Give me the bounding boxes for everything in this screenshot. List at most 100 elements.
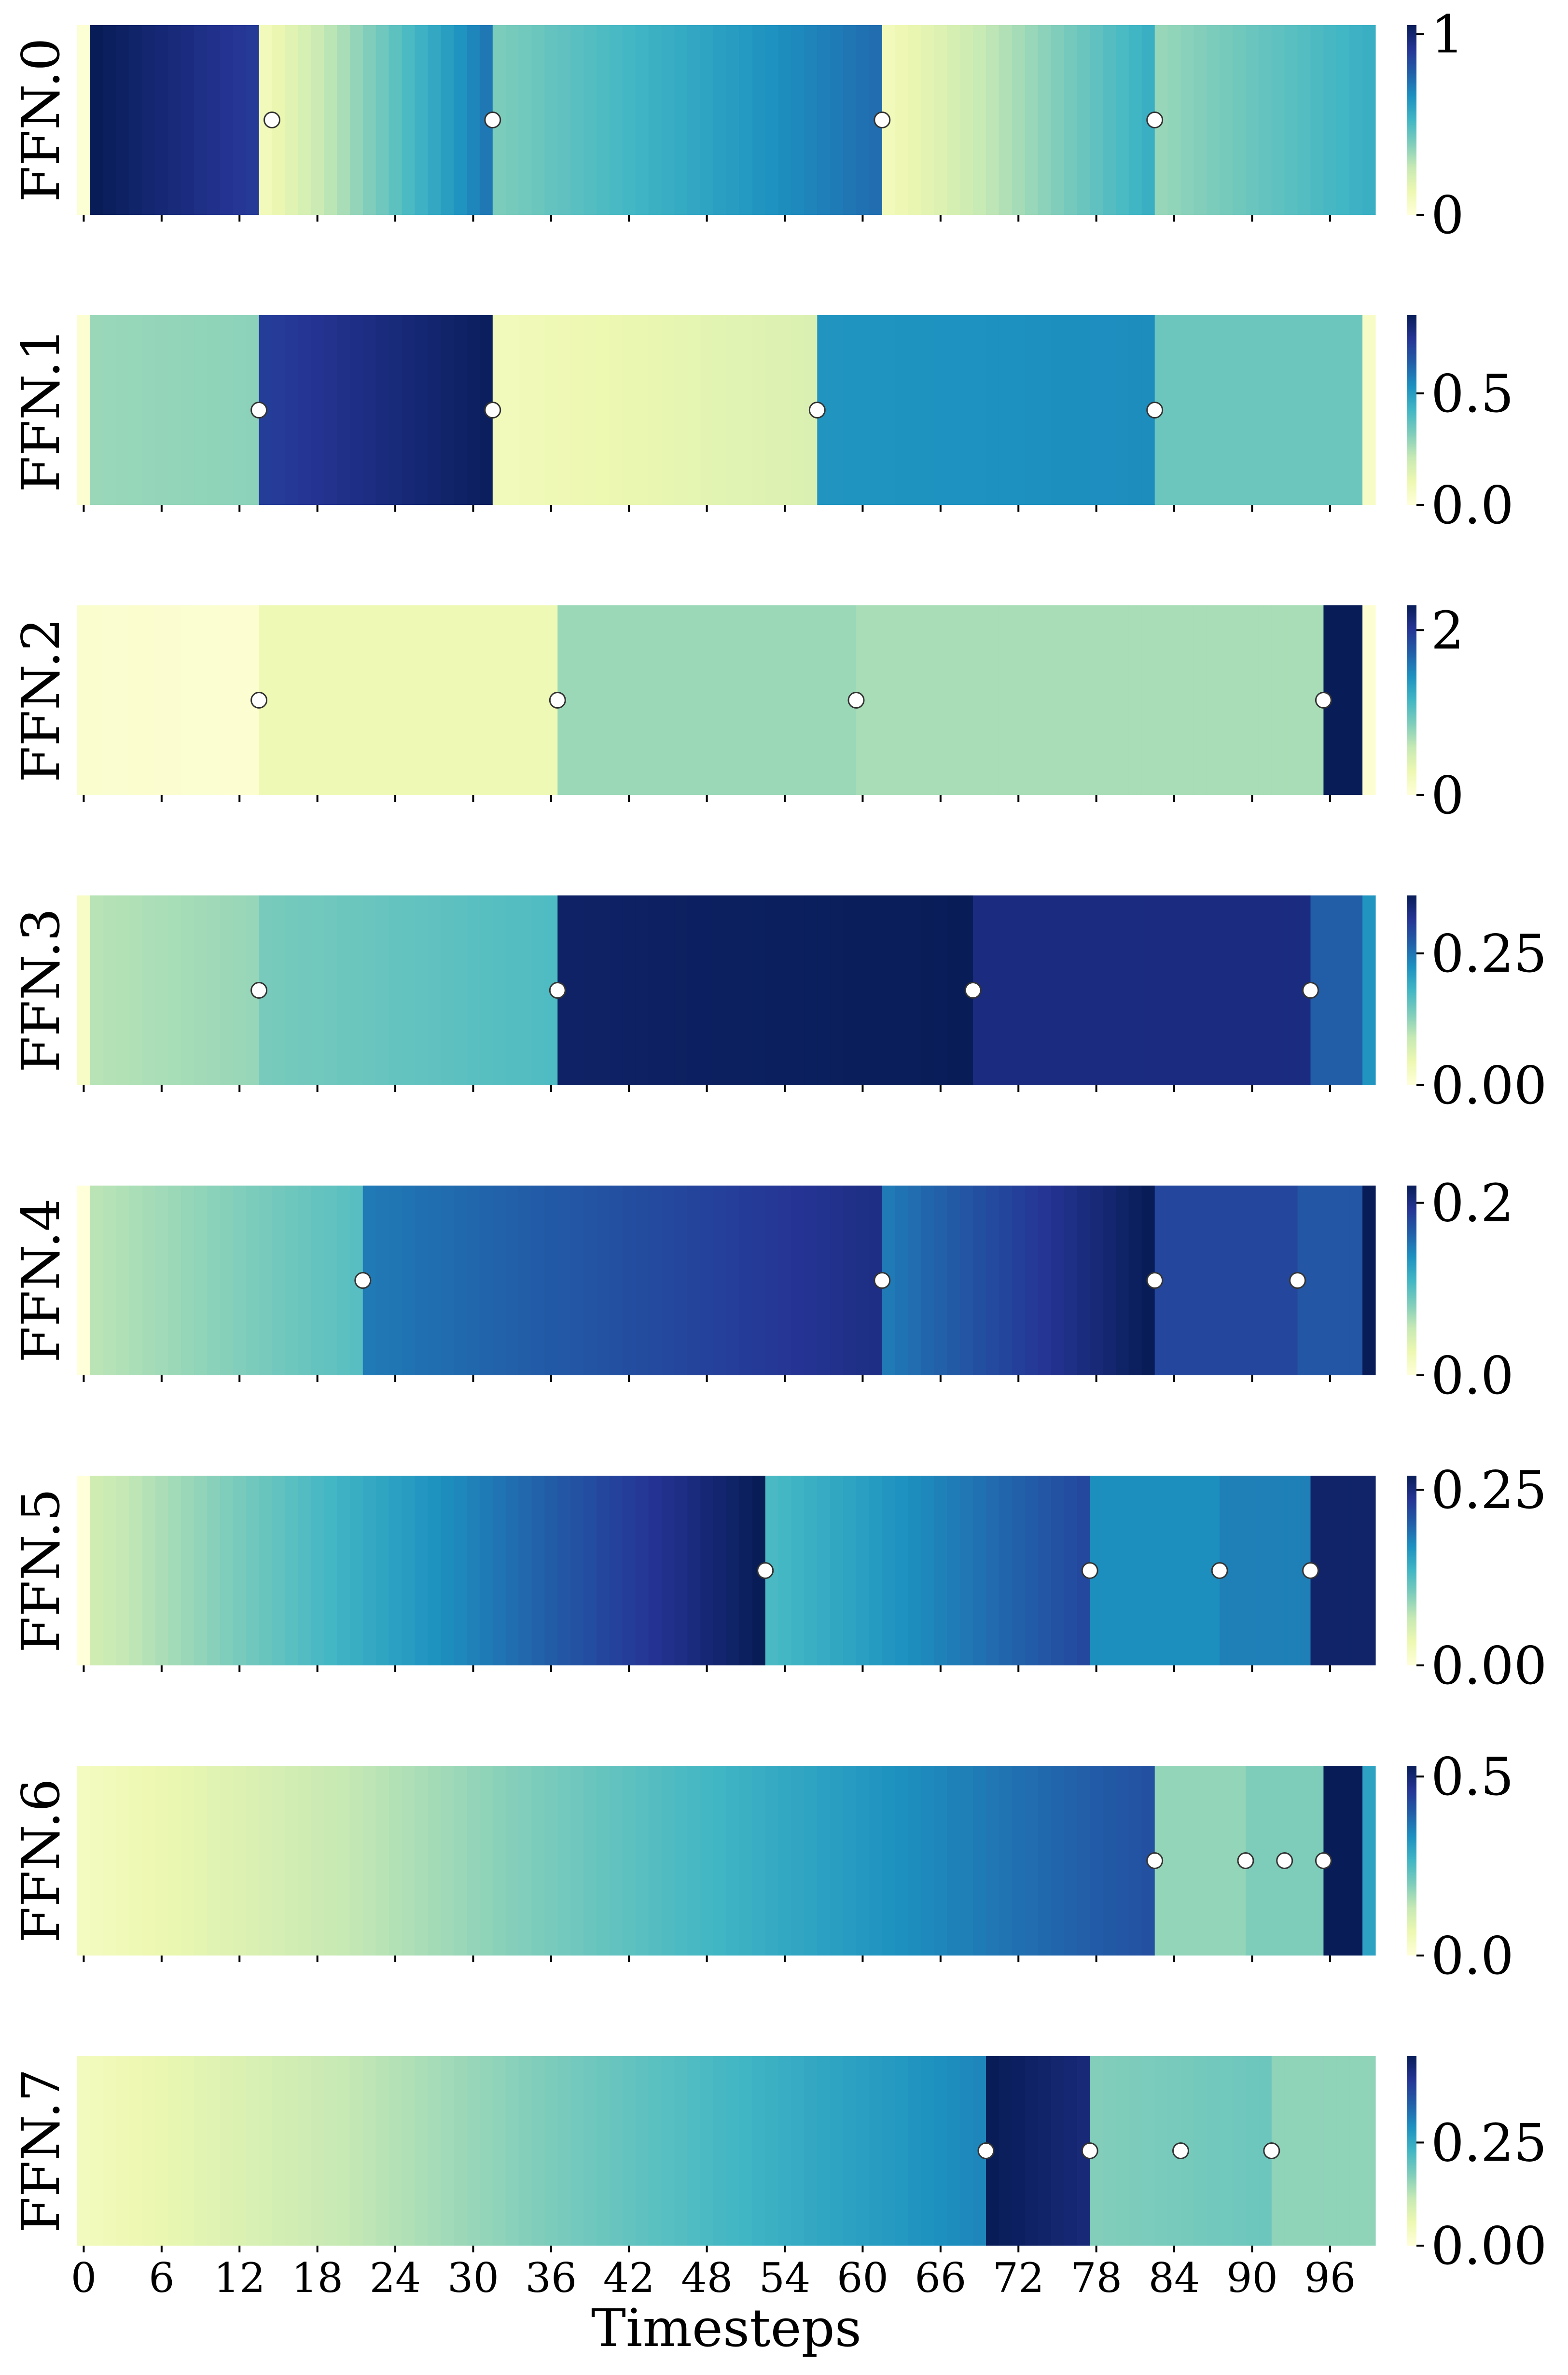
heatmap-cell — [181, 1476, 194, 1665]
heatmap-cell — [1038, 895, 1052, 1085]
heatmap-cell — [973, 605, 986, 795]
heatmap-cell — [544, 2056, 558, 2246]
heatmap-cell — [90, 895, 104, 1085]
heatmap-cell — [947, 315, 960, 505]
heatmap-cell — [661, 895, 675, 1085]
heatmap-cell — [233, 1476, 247, 1665]
heatmap-cell — [713, 1186, 727, 1375]
heatmap-cell — [882, 1766, 896, 1956]
heatmap-cell — [544, 1476, 558, 1665]
heatmap-cell — [518, 1766, 532, 1956]
heatmap-cell — [1193, 25, 1207, 215]
heatmap-cell — [1077, 605, 1090, 795]
x-tick-label: 96 — [1304, 2254, 1356, 2302]
heatmap-cell — [726, 1766, 740, 1956]
heatmap-cell — [1284, 895, 1298, 1085]
heatmap-cell — [817, 1766, 831, 1956]
heatmap-cell — [90, 315, 104, 505]
heatmap-cell — [1077, 1186, 1090, 1375]
heatmap-cell — [1349, 605, 1363, 795]
heatmap-cell — [90, 25, 104, 215]
heatmap-cell — [1077, 895, 1090, 1085]
heatmap-cell — [285, 1766, 298, 1956]
heatmap-cell — [272, 1186, 285, 1375]
heatmap-cell — [674, 1766, 688, 1956]
heatmap-cell — [882, 2056, 896, 2246]
heatmap-cell — [454, 1766, 467, 1956]
colorbar — [1407, 1766, 1416, 1956]
heatmap-cell — [492, 895, 506, 1085]
heatmap-cell — [492, 1186, 506, 1375]
row-label: FFN.7 — [11, 2068, 71, 2233]
heatmap-cell — [1207, 25, 1220, 215]
heatmap-cell — [207, 1476, 221, 1665]
boundary-marker — [757, 1562, 774, 1579]
heatmap-cell — [856, 1186, 870, 1375]
heatmap-cell — [700, 315, 714, 505]
heatmap-cell — [1077, 315, 1090, 505]
heatmap-cell — [1349, 1476, 1363, 1665]
heatmap-cell — [687, 605, 701, 795]
heatmap-cell — [298, 1476, 311, 1665]
heatmap-cell — [402, 315, 415, 505]
heatmap-cell — [142, 605, 155, 795]
heatmap-cell — [1349, 315, 1363, 505]
heatmap-cell — [934, 2056, 947, 2246]
heatmap-cell — [1154, 1476, 1168, 1665]
heatmap-cell — [648, 1766, 662, 1956]
heatmap-row: FFN.6 0.0 0.5 — [11, 1747, 1514, 1986]
heatmap-cell — [726, 2056, 740, 2246]
heatmap-cell — [765, 605, 779, 795]
heatmap-cell — [1362, 25, 1376, 215]
heatmap-cell — [609, 1476, 623, 1665]
x-tick-label: 72 — [993, 2254, 1044, 2302]
heatmap-cell — [661, 25, 675, 215]
heatmap-cell — [999, 1766, 1013, 1956]
heatmap-cell — [1193, 1766, 1207, 1956]
heatmap-cell — [1233, 605, 1246, 795]
heatmap-cell — [531, 1476, 545, 1665]
heatmap-cell — [973, 25, 986, 215]
heatmap-cell — [908, 895, 922, 1085]
heatmap-cell — [1207, 315, 1220, 505]
heatmap-cell — [635, 605, 649, 795]
heatmap-cell — [830, 1476, 844, 1665]
heatmap-cell — [129, 605, 143, 795]
heatmap-cell — [207, 315, 221, 505]
heatmap-cell — [934, 1766, 947, 1956]
heatmap-cell — [77, 1766, 91, 1956]
boundary-marker — [549, 692, 566, 709]
heatmap-cell — [960, 1476, 973, 1665]
heatmap-cell — [791, 2056, 805, 2246]
heatmap-cell — [570, 315, 584, 505]
heatmap-cell — [869, 1476, 883, 1665]
heatmap-cell — [895, 2056, 909, 2246]
row-label: FFN.5 — [11, 1488, 71, 1653]
heatmap-cell — [908, 1186, 922, 1375]
heatmap-cell — [479, 1186, 493, 1375]
heatmap-cell — [752, 605, 766, 795]
heatmap-cell — [1336, 2056, 1350, 2246]
heatmap-cell — [116, 1766, 130, 1956]
heatmap-cell — [1284, 1476, 1298, 1665]
heatmap-cell — [908, 605, 922, 795]
heatmap-cell — [181, 1186, 194, 1375]
heatmap-cell — [479, 1766, 493, 1956]
heatmap-cell — [272, 895, 285, 1085]
heatmap-cell — [687, 1186, 701, 1375]
heatmap-cell — [375, 605, 389, 795]
heatmap-cell — [402, 895, 415, 1085]
heatmap-cell — [752, 1766, 766, 1956]
colorbar-tick-label: 0.00 — [1431, 2216, 1547, 2277]
heatmap-cell — [1310, 315, 1324, 505]
colorbar-tick-label: 0.25 — [1431, 1460, 1547, 1521]
heatmap-cell — [155, 1186, 168, 1375]
heatmap-cell — [389, 315, 402, 505]
heatmap-cell — [324, 2056, 337, 2246]
heatmap-cell — [1090, 315, 1103, 505]
heatmap-cell — [843, 1476, 857, 1665]
heatmap-cell — [752, 895, 766, 1085]
heatmap-cell — [1064, 605, 1077, 795]
heatmap-cell — [337, 1186, 350, 1375]
heatmap-cell — [337, 895, 350, 1085]
